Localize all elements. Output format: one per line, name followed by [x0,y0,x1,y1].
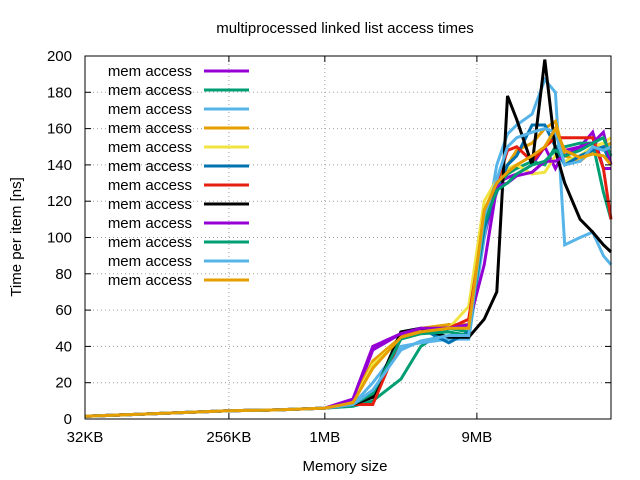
series-line-12 [84,125,613,418]
legend-label: mem access [108,158,192,175]
legend-label: mem access [108,196,192,213]
legend-label: mem access [108,139,192,156]
x-tick-label: 32KB [67,429,104,446]
legend: mem access mem access mem access mem access… [108,63,249,289]
legend-label: mem access [108,215,192,232]
series-lines [84,59,613,418]
y-tick-label: 40 [55,338,72,355]
legend-label: mem access [108,63,192,80]
y-tick-label: 0 [64,411,72,428]
legend-label: mem access [108,120,192,137]
axis-ticks: 0 20 40 60 80 100 120 140 160 180 200 32KB 256KB 1MB 9… [47,48,611,446]
y-tick-label: 140 [47,157,72,174]
chart-title: multiprocessed linked list access times [216,20,474,37]
y-tick-label: 200 [47,48,72,65]
y-axis-label: Time per item [ns] [8,177,25,296]
legend-label: mem access [108,253,192,270]
y-tick-label: 60 [55,302,72,319]
legend-label: mem access [108,177,192,194]
x-tick-label: 9MB [461,429,492,446]
y-tick-label: 160 [47,121,72,138]
legend-label: mem access [108,82,192,99]
legend-label: mem access [108,101,192,118]
y-tick-label: 20 [55,375,72,392]
x-tick-label: 1MB [309,429,340,446]
legend-label: mem access [108,272,192,289]
x-axis-label: Memory size [302,458,387,475]
y-tick-label: 180 [47,84,72,101]
grid [85,56,611,419]
y-tick-label: 100 [47,230,72,247]
x-tick-label: 256KB [206,429,251,446]
y-tick-label: 80 [55,266,72,283]
legend-label: mem access [108,234,192,251]
y-tick-label: 120 [47,193,72,210]
